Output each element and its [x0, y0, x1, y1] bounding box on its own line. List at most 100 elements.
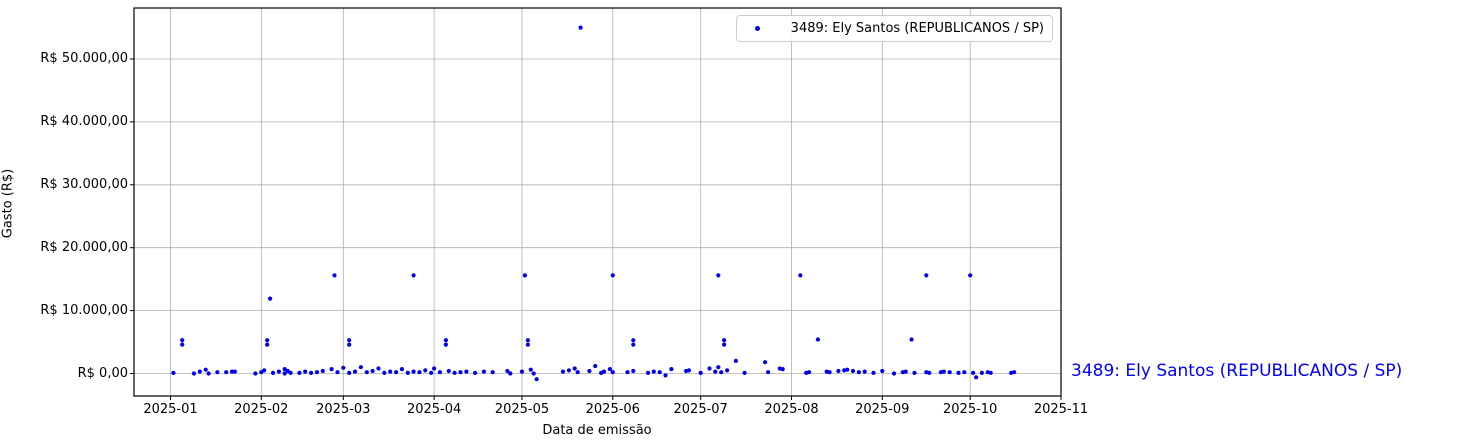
data-point: [197, 369, 202, 374]
data-point: [232, 369, 237, 374]
data-point: [437, 370, 443, 375]
data-point: [270, 370, 276, 375]
data-point: [423, 368, 428, 373]
data-point: [698, 370, 703, 375]
data-point: [215, 370, 220, 375]
legend: 3489: Ely Santos (REPUBLICANOS / SP): [736, 15, 1053, 42]
data-point: [452, 370, 457, 375]
data-point: [411, 273, 416, 278]
data-point: [505, 368, 510, 374]
data-point: [443, 342, 448, 347]
data-point: [651, 369, 656, 374]
data-point: [669, 367, 674, 372]
data-point: [719, 370, 724, 375]
data-point: [180, 342, 185, 347]
data-point: [519, 369, 525, 374]
data-point: [229, 369, 235, 374]
y-tick-label: R$ 40.000,00: [40, 113, 128, 129]
data-point: [780, 367, 785, 372]
x-tick-label: 2025-06: [585, 402, 640, 417]
data-point: [891, 371, 897, 376]
data-point: [979, 370, 985, 375]
data-point: [446, 368, 451, 374]
data-point: [335, 370, 340, 375]
data-point: [347, 338, 352, 343]
data-point: [458, 370, 463, 375]
data-point: [531, 371, 536, 376]
data-point: [663, 373, 668, 378]
data-point: [171, 370, 176, 375]
y-tick-label: R$ 0,00: [77, 365, 128, 381]
data-point: [988, 370, 993, 375]
data-point: [722, 342, 727, 347]
data-point: [525, 342, 531, 347]
data-point: [534, 377, 539, 382]
legend-marker-icon: [755, 26, 760, 31]
data-point: [376, 366, 381, 371]
y-tick-label: R$ 30.000,00: [40, 176, 128, 192]
data-point: [347, 370, 352, 375]
data-point: [856, 370, 862, 375]
x-axis-title: Data de emissão: [542, 423, 652, 438]
data-point: [962, 370, 967, 375]
y-tick-label: R$ 50.000,00: [40, 51, 128, 66]
data-point: [862, 369, 867, 374]
x-tick-label: 2025-07: [673, 402, 728, 417]
x-tick-label: 2025-02: [234, 402, 289, 417]
x-tick-label: 2025-03: [316, 402, 371, 417]
data-point: [382, 370, 387, 375]
data-point: [601, 369, 607, 374]
data-point: [268, 296, 273, 301]
x-tick-label: 2025-10: [943, 402, 998, 417]
y-tick-label: R$ 20.000,00: [40, 239, 128, 255]
data-point: [364, 370, 369, 375]
x-tick-label: 2025-08: [764, 402, 819, 417]
data-point: [191, 371, 196, 376]
data-point: [815, 337, 821, 342]
data-point: [180, 338, 185, 343]
data-point: [725, 368, 730, 373]
data-point: [288, 370, 293, 375]
data-point: [253, 371, 258, 376]
data-point: [657, 370, 662, 375]
data-point: [332, 273, 337, 278]
data-point: [265, 338, 270, 343]
data-point: [481, 369, 486, 374]
data-point: [329, 367, 334, 372]
data-point: [947, 370, 952, 375]
data-point: [766, 370, 771, 375]
data-point: [631, 342, 636, 347]
data-point: [968, 273, 973, 278]
data-point: [927, 370, 932, 375]
data-point: [399, 367, 404, 372]
data-point: [807, 370, 812, 375]
data-point: [303, 369, 308, 374]
data-point: [370, 368, 375, 374]
x-tick-label: 2025-04: [406, 402, 462, 417]
x-tick-label: 2025-11: [1033, 402, 1089, 417]
data-point: [276, 369, 281, 374]
data-point: [314, 370, 320, 375]
data-point: [473, 370, 478, 375]
data-point: [464, 369, 469, 374]
data-point: [610, 273, 615, 278]
data-point: [203, 367, 208, 372]
x-tick-label: 2025-05: [494, 402, 550, 417]
data-point: [575, 370, 580, 375]
data-point: [924, 273, 929, 278]
data-point: [265, 342, 270, 347]
data-point: [686, 368, 692, 373]
data-point: [587, 368, 592, 374]
data-point: [713, 369, 718, 374]
data-point: [871, 370, 876, 375]
x-tick-label: 2025-01: [143, 402, 198, 417]
data-point: [508, 371, 513, 376]
data-point: [798, 273, 803, 278]
data-point: [722, 338, 727, 343]
data-point: [560, 369, 566, 374]
data-point: [912, 370, 917, 375]
data-point: [733, 358, 739, 363]
data-point: [880, 368, 885, 374]
